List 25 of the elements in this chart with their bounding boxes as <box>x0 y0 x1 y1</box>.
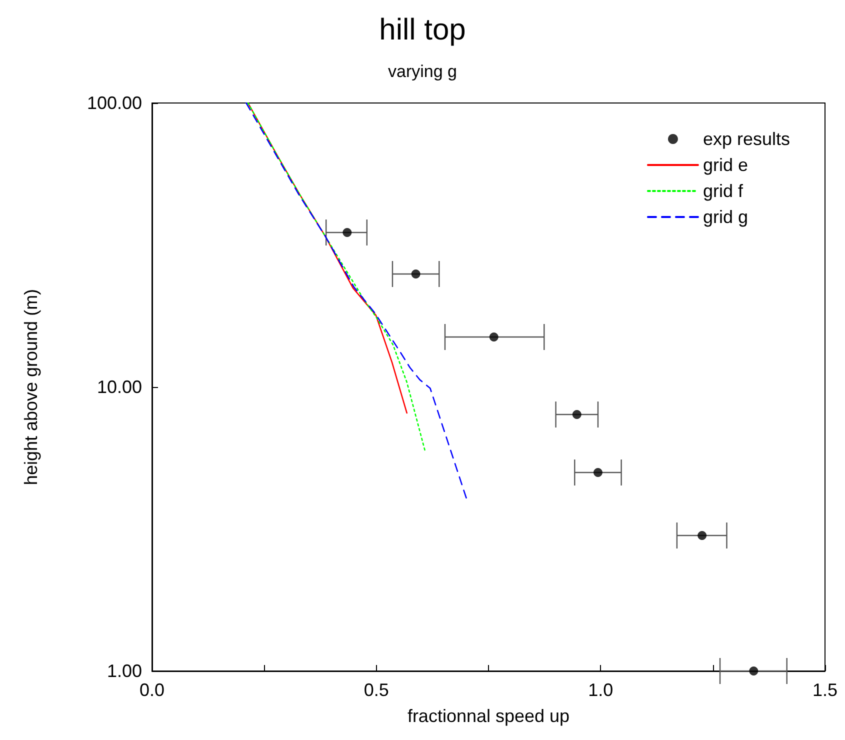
line-series <box>247 102 426 451</box>
point <box>572 410 582 420</box>
x-axis-title: fractionnal speed up <box>407 706 570 726</box>
point <box>411 269 420 278</box>
point <box>489 332 498 342</box>
chart-title: hill top <box>379 14 466 46</box>
y-axis-title: height above ground (m) <box>21 288 41 486</box>
point <box>698 531 707 540</box>
legend-label: grid f <box>702 181 744 201</box>
y-tick-label: 1.00 <box>106 661 142 681</box>
legend-label: grid e <box>702 155 748 175</box>
point <box>593 468 602 477</box>
x-tick-label: 1.5 <box>812 680 838 700</box>
y-tick-label: 10.00 <box>96 377 142 397</box>
x-tick-label: 1.0 <box>588 680 614 700</box>
line-series <box>247 102 408 414</box>
x-tick-label: 0.5 <box>364 680 389 700</box>
point <box>749 666 758 676</box>
y-tick-label: 100.00 <box>86 93 142 113</box>
legend-label: grid g <box>702 207 748 227</box>
line-series <box>246 102 468 501</box>
chart-subtitle: varying g <box>388 62 457 81</box>
x-tick-label: 0.0 <box>139 680 165 700</box>
point <box>342 228 352 237</box>
legend-label: exp results <box>702 129 790 149</box>
